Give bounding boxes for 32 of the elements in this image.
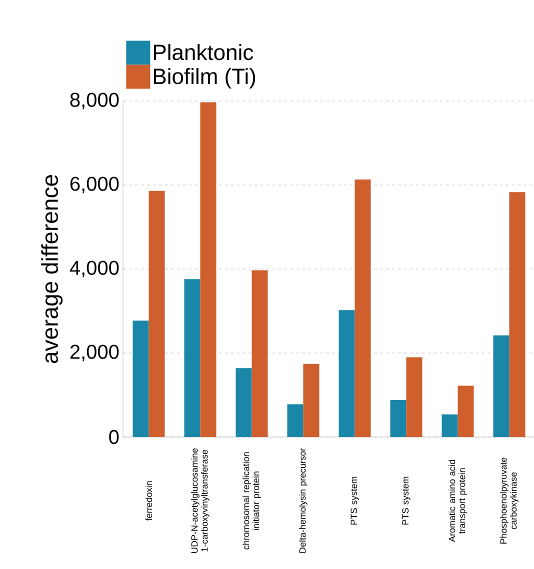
- x-tick-label: Phosphoenolpyruvate carboxykinase: [500, 458, 518, 544]
- y-tick-label: 8,000: [70, 92, 119, 110]
- x-tick-label: Aromatic amino acid transport protein: [448, 460, 467, 542]
- bar: [493, 335, 510, 437]
- y-tick-label: 4,000: [70, 260, 119, 278]
- bar: [354, 180, 371, 437]
- bar: [200, 102, 216, 437]
- bar: [390, 400, 406, 437]
- x-tick-label: chromosomal replication initiator protein: [242, 452, 261, 550]
- bar: [442, 414, 458, 437]
- bar: [184, 279, 200, 437]
- bar: [132, 320, 149, 437]
- y-tick-label: 2,000: [70, 344, 119, 362]
- x-tick-label: PTS system: [402, 476, 410, 525]
- bar: [148, 190, 165, 437]
- y-tick-label: 0: [109, 430, 119, 444]
- bar: [287, 404, 304, 437]
- x-tick-label: Delta-hemolysin precursor: [299, 448, 308, 553]
- bar: [458, 386, 474, 437]
- bar: [509, 192, 526, 437]
- bar: [236, 368, 252, 437]
- legend-label: Planktonic: [154, 44, 254, 60]
- bar: [406, 357, 422, 437]
- y-axis-title: average difference: [41, 175, 63, 364]
- legend-label: Biofilm (Ti): [154, 68, 256, 89]
- bar: [303, 364, 320, 437]
- x-tick-label: UDP-N-acetylglucosamine 1-carboxyvinyltransferase: [191, 448, 210, 553]
- bar: [252, 270, 268, 437]
- y-tick-label: 6,000: [70, 176, 119, 194]
- x-tick-label: PTS system: [350, 476, 359, 525]
- x-tick-label: ferredoxin: [145, 481, 152, 521]
- bar: [338, 310, 355, 437]
